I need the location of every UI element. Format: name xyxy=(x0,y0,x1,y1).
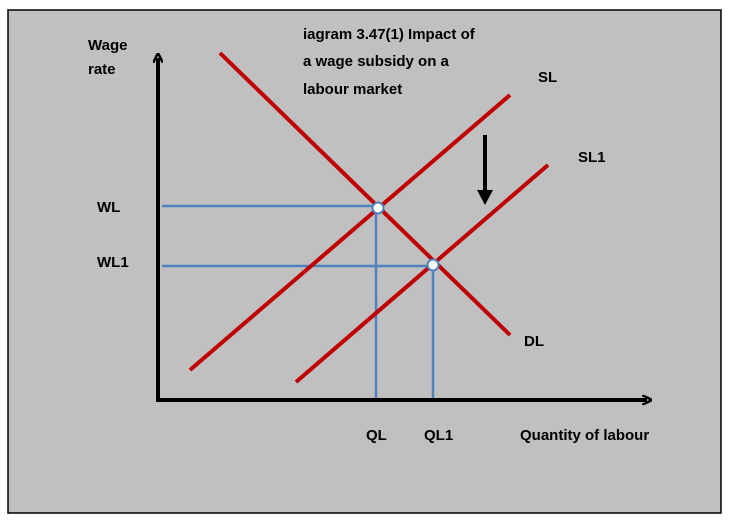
level-label: WL xyxy=(97,199,120,216)
demand-curve xyxy=(218,51,512,337)
title-line: iagram 3.47(1) Impact of xyxy=(303,26,476,43)
background xyxy=(7,9,722,514)
curve-label: SL xyxy=(538,69,557,86)
supply-new-curve xyxy=(294,163,550,384)
supply-curve xyxy=(188,93,512,372)
level-label: QL xyxy=(366,427,387,444)
guides xyxy=(162,204,435,400)
level-label: QL1 xyxy=(424,427,453,444)
curve-label: DL xyxy=(524,333,544,350)
curves xyxy=(188,51,550,384)
equilibrium xyxy=(371,201,385,215)
shift-arrow-head xyxy=(477,190,493,205)
y-axis-label: Wage xyxy=(88,37,127,54)
equilibrium-new xyxy=(426,258,440,272)
y-axis-label: rate xyxy=(88,61,116,78)
title-line: a wage subsidy on a xyxy=(303,53,450,70)
title-line: labour market xyxy=(303,81,402,98)
level-label: WL1 xyxy=(97,254,129,271)
curve-label: SL1 xyxy=(578,149,606,166)
x-axis-label: Quantity of labour xyxy=(520,427,649,444)
